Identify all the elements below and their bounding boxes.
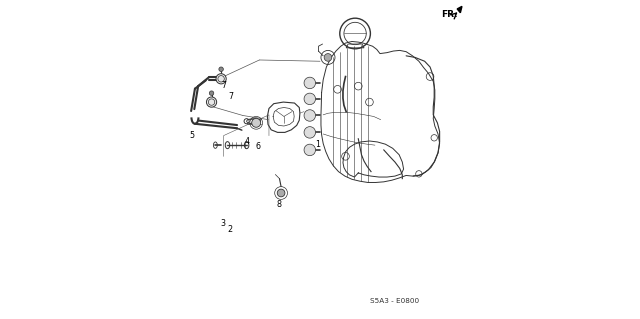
Circle shape [277, 189, 285, 197]
Text: 7: 7 [221, 81, 226, 90]
Circle shape [304, 110, 316, 121]
Polygon shape [457, 6, 462, 13]
Circle shape [219, 67, 223, 71]
Text: 7: 7 [228, 92, 233, 101]
Text: FR.: FR. [441, 10, 458, 19]
Circle shape [209, 91, 214, 95]
Circle shape [324, 54, 332, 61]
Text: 4: 4 [244, 137, 250, 146]
Text: S5A3 - E0800: S5A3 - E0800 [371, 299, 420, 304]
Circle shape [207, 97, 217, 107]
Text: 8: 8 [276, 200, 281, 209]
Circle shape [304, 144, 316, 156]
Text: 2: 2 [227, 225, 232, 234]
Circle shape [252, 118, 260, 127]
Circle shape [304, 77, 316, 89]
Text: 6: 6 [255, 142, 260, 151]
Text: 1: 1 [315, 140, 320, 149]
Circle shape [216, 74, 226, 84]
Text: 5: 5 [189, 131, 195, 140]
Circle shape [304, 93, 316, 105]
Text: 3: 3 [221, 219, 225, 228]
Circle shape [304, 127, 316, 138]
